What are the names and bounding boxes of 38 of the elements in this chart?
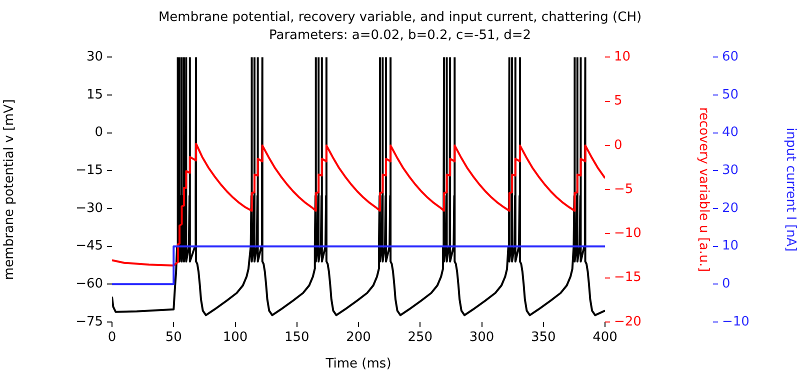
y-axis-title: membrane potential v [mV]	[2, 99, 18, 280]
x-axis-title: Time (ms)	[324, 356, 392, 372]
y-tick-label: 15	[86, 87, 103, 102]
y3-tick-label: 60	[722, 50, 739, 65]
x-tick-label: 350	[530, 330, 556, 346]
y2-tick-label: −5	[614, 182, 634, 197]
y2-axis-title: recovery variable u [a.u.]	[696, 107, 711, 272]
y3-axis-title: input current I [nA]	[782, 128, 798, 252]
x-tick-label: 300	[469, 330, 494, 346]
y-tick-label: −45	[76, 238, 103, 254]
y-tick-label: 30	[86, 50, 103, 65]
y-tick-label: −15	[76, 163, 103, 178]
y-tick-label: −30	[76, 200, 103, 216]
y-tick-label: 0	[94, 125, 103, 140]
x-tick-label: 0	[108, 330, 116, 346]
y3-tick-label: 0	[722, 276, 730, 292]
x-tick-label: 250	[408, 330, 433, 346]
x-tick-label: 100	[222, 330, 248, 346]
x-tick-label: 400	[592, 330, 618, 346]
y3-tick-label: 20	[722, 200, 739, 216]
y2-tick-label: 0	[614, 138, 622, 153]
x-tick-label: 150	[284, 330, 310, 346]
y2-tick-label: −20	[614, 314, 642, 330]
y2-tick-label: 5	[614, 94, 622, 109]
x-tick-label: 50	[165, 330, 182, 346]
chart-subtitle: Parameters: a=0.02, b=0.2, c=-51, d=2	[268, 28, 532, 43]
y3-tick-label: 30	[722, 163, 739, 178]
x-tick-label: 200	[346, 330, 371, 346]
y2-tick-label: −10	[614, 226, 642, 242]
y3-tick-label: 50	[722, 87, 739, 102]
y2-tick-label: 10	[614, 50, 631, 65]
y3-tick-label: 40	[722, 125, 739, 140]
chart-title: Membrane potential, recovery variable, and input current, chattering (CH)	[158, 10, 642, 26]
y3-tick-label: 10	[722, 238, 739, 254]
y3-tick-label: −10	[722, 314, 750, 330]
y-tick-label: −60	[76, 276, 103, 292]
y-tick-label: −75	[76, 314, 103, 330]
y2-tick-label: −15	[614, 270, 642, 286]
